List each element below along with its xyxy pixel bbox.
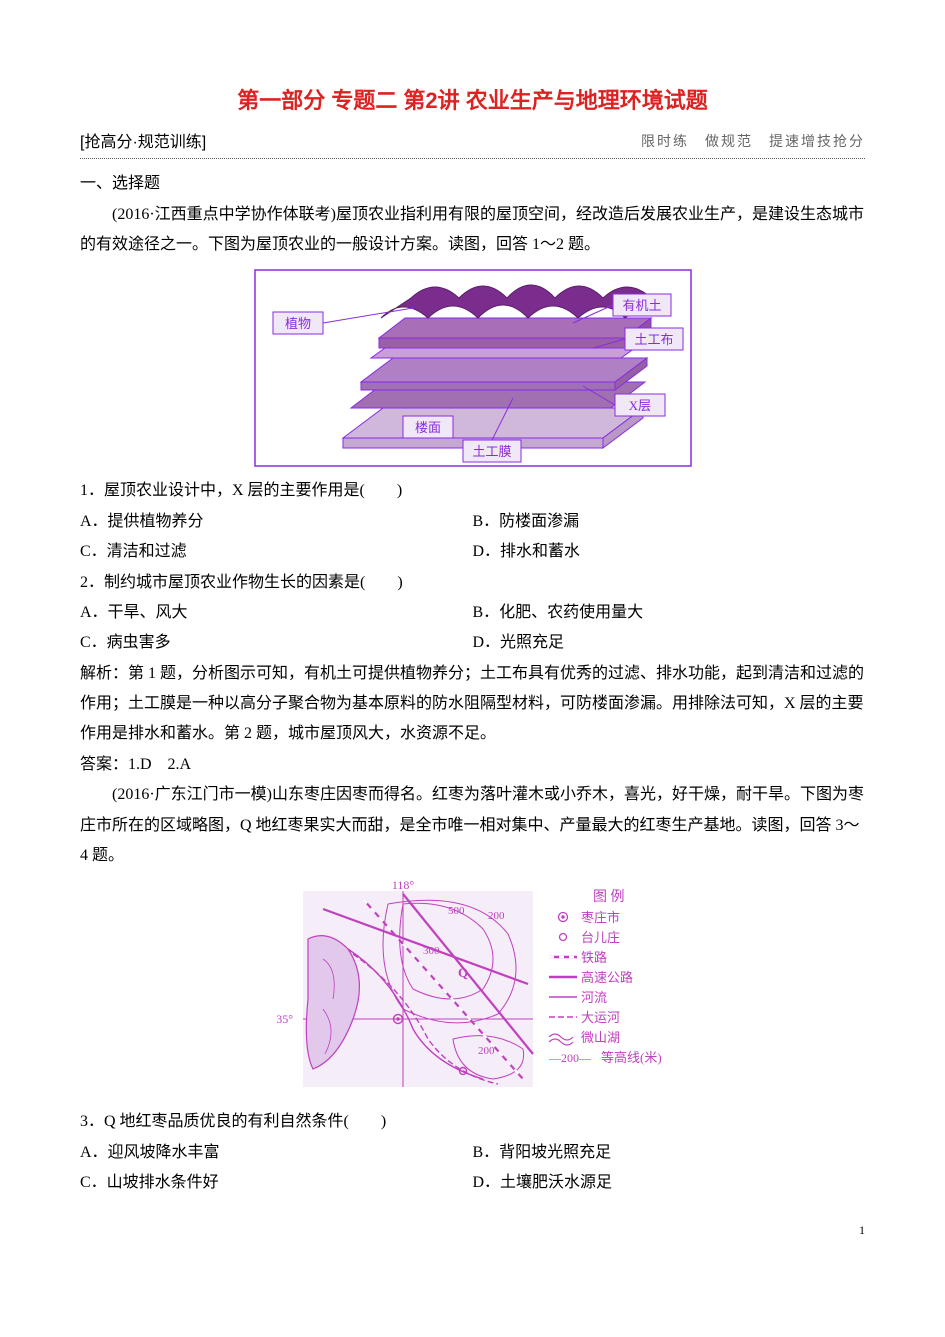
section-heading: 一、选择题 [80, 169, 865, 199]
legend-title: 图 例 [593, 889, 625, 905]
label-x: X层 [628, 398, 650, 413]
q1-opt-c: C．清洁和过滤 [80, 537, 473, 567]
intro-1: (2016·江西重点中学协作体联考)屋顶农业指利用有限的屋顶空间，经改造后发展农… [80, 200, 865, 261]
q3-opt-b: B．背阳坡光照充足 [473, 1138, 866, 1168]
legend-rail: 铁路 [549, 950, 607, 965]
q3-opt-a: A．迎风坡降水丰富 [80, 1138, 473, 1168]
page-number: 1 [80, 1219, 865, 1242]
svg-text:等高线(米): 等高线(米) [601, 1050, 662, 1065]
q2-opt-c: C．病虫害多 [80, 628, 473, 658]
q3-stem: 3．Q 地红枣品质优良的有利自然条件( ) [80, 1107, 865, 1137]
subtitle-row: [抢高分·规范训练] 限时练 做规范 提速增技抢分 [80, 128, 865, 159]
q3-options: A．迎风坡降水丰富 B．背阳坡光照充足 C．山坡排水条件好 D．土壤肥沃水源足 [80, 1138, 865, 1199]
svg-text:高速公路: 高速公路 [581, 970, 633, 985]
svg-text:台儿庄: 台儿庄 [581, 930, 620, 945]
subtitle-left: [抢高分·规范训练] [80, 128, 206, 158]
svg-text:—200—: —200— [548, 1051, 592, 1065]
q2-stem: 2．制约城市屋顶农业作物生长的因素是( ) [80, 568, 865, 598]
legend-highway: 高速公路 [549, 970, 633, 985]
lat-label: 35° [276, 1012, 293, 1026]
legend-contour: —200— 等高线(米) [548, 1050, 662, 1065]
label-membrane: 土工膜 [472, 444, 511, 459]
q1-opt-d: D．排水和蓄水 [473, 537, 866, 567]
legend-city: 枣庄市 [558, 910, 620, 925]
svg-text:河流: 河流 [581, 990, 607, 1005]
label-floor: 楼面 [414, 420, 440, 435]
label-geo: 土工布 [634, 332, 673, 347]
q1-stem: 1．屋顶农业设计中，X 层的主要作用是( ) [80, 476, 865, 506]
svg-text:铁路: 铁路 [581, 950, 607, 965]
q1-opt-a: A．提供植物养分 [80, 507, 473, 537]
svg-text:枣庄市: 枣庄市 [581, 910, 620, 925]
answer-1: 答案：1.D 2.A [80, 750, 865, 780]
plant-layer [381, 285, 651, 318]
q2-options: A．干旱、风大 B．化肥、农药使用量大 C．病虫害多 D．光照充足 [80, 598, 865, 659]
page-title: 第一部分 专题二 第2讲 农业生产与地理环境试题 [80, 80, 865, 122]
q3-opt-c: C．山坡排水条件好 [80, 1168, 473, 1198]
q1-options: A．提供植物养分 B．防楼面渗漏 C．清洁和过滤 D．排水和蓄水 [80, 507, 865, 568]
soil-layer [379, 318, 651, 338]
q1-opt-b: B．防楼面渗漏 [473, 507, 866, 537]
lon-label: 118° [391, 879, 414, 892]
legend-lake: 微山湖 [549, 1030, 620, 1045]
legend-town: 台儿庄 [559, 930, 620, 945]
q2-opt-b: B．化肥、农药使用量大 [473, 598, 866, 628]
explanation-1: 解析：第 1 题，分析图示可知，有机土可提供植物养分；土工布具有优秀的过滤、排水… [80, 659, 865, 750]
intro-2: (2016·广东江门市一模)山东枣庄因枣而得名。红枣为落叶灌木或小乔木，喜光，好… [80, 780, 865, 871]
contour-200a-label: 200 [488, 910, 505, 922]
svg-text:大运河: 大运河 [581, 1010, 620, 1025]
label-soil: 有机土 [622, 298, 661, 313]
contour-500-label: 500 [448, 905, 465, 917]
subtitle-right: 限时练 做规范 提速增技抢分 [641, 130, 865, 157]
figure-2: 118° 35° 500 200 300 200 Q [80, 879, 865, 1099]
x-layer-front [361, 382, 615, 390]
q3-opt-d: D．土壤肥沃水源足 [473, 1168, 866, 1198]
label-plant: 植物 [284, 316, 310, 331]
svg-text:微山湖: 微山湖 [581, 1030, 620, 1045]
q2-opt-a: A．干旱、风大 [80, 598, 473, 628]
floor-layer [343, 408, 643, 438]
contour-200b-label: 200 [478, 1045, 495, 1057]
legend-river: 河流 [549, 990, 607, 1005]
city-marker-dot [396, 1018, 400, 1022]
legend-canal: 大运河 [549, 1010, 620, 1025]
x-layer [361, 358, 647, 382]
figure-1: 植物 有机土 土工布 楼面 土工膜 X层 [80, 268, 865, 468]
soil-front [379, 338, 625, 348]
leader-plant [323, 308, 413, 323]
q2-opt-d: D．光照充足 [473, 628, 866, 658]
